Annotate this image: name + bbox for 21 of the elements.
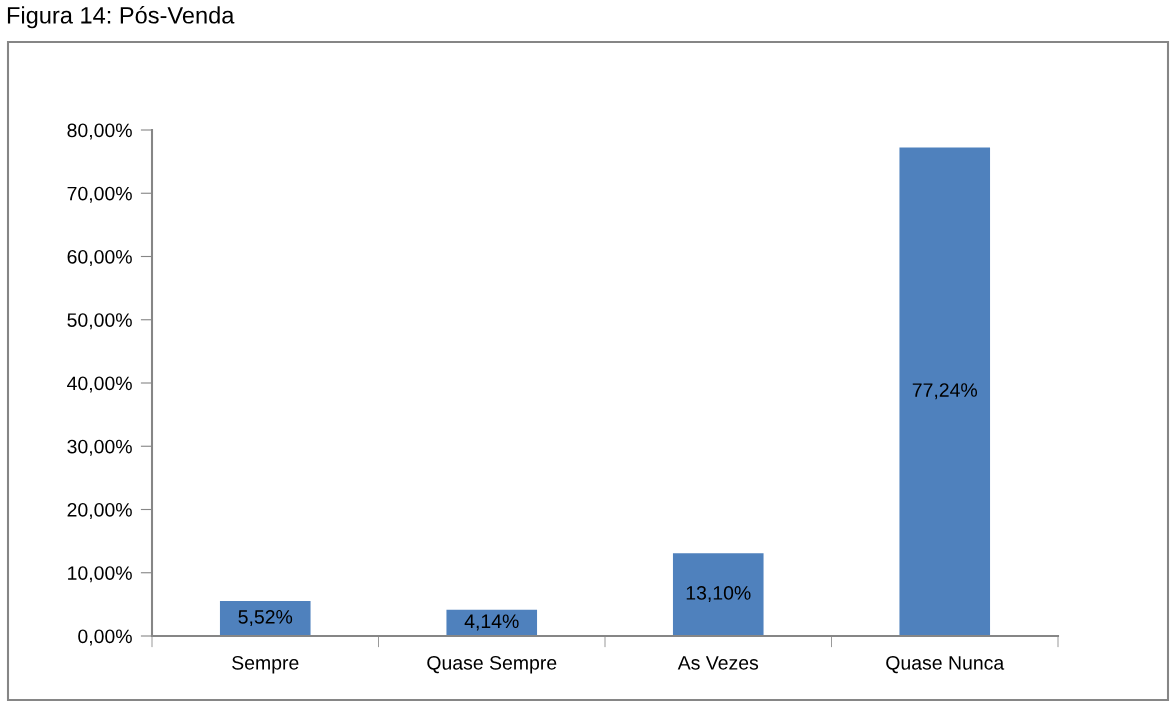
data-label: 13,10% (686, 586, 751, 603)
x-tick-label: As Vezes (677, 656, 759, 670)
y-tick-label: 0,00% (78, 629, 132, 646)
data-label: 4,14% (464, 614, 519, 631)
y-tick-label: 50,00% (67, 313, 132, 330)
y-tick-label: 70,00% (67, 186, 132, 203)
data-label: 77,24% (912, 383, 978, 400)
y-tick-label: 40,00% (67, 376, 132, 393)
y-tick-label: 30,00% (67, 439, 132, 456)
bar (672, 553, 764, 636)
data-label: 5,52% (238, 609, 293, 627)
y-tick-label: 20,00% (67, 502, 132, 520)
x-tick-label: Sempre (232, 655, 299, 674)
y-tick-label: 10,00% (68, 566, 132, 583)
chart-title: Figura 14: Pós-Venda (7, 6, 235, 29)
x-tick-label: Quase Sempre (427, 655, 557, 674)
bar (899, 147, 991, 636)
y-tick-label: 60,00% (67, 249, 132, 267)
x-tick-label: Quase Nunca (886, 655, 1005, 674)
y-tick-label: 80,00% (67, 123, 132, 140)
bar (219, 601, 311, 636)
